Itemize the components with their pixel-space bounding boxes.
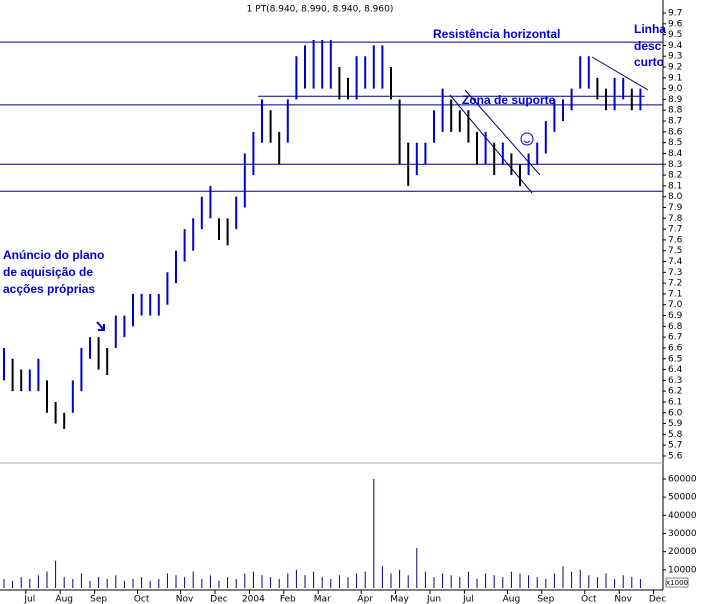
y-tick-label: 9.1 [668,73,682,83]
y-tick-label: 9.3 [668,52,682,62]
y-tick-label: 8.4 [668,149,683,159]
y-tick-label: 6.5 [668,354,682,364]
y-tick-label: 9.0 [668,84,683,94]
annotation: Resistência horizontal [433,27,560,41]
trend-channel [464,89,541,176]
y-tick-label: 8.5 [668,138,682,148]
y-tick-label: 7.6 [668,235,683,245]
chart-title: 1 PT(8.940, 8.990, 8.940, 8.960) [247,5,394,15]
y-tick-label: 9.2 [668,63,682,73]
y-tick-label: 8.6 [668,127,683,137]
y-tick-label: 6.7 [668,333,682,343]
y-tick-label: 8.1 [668,181,682,191]
y-tick-label: 6.4 [668,365,683,375]
annotation: Anúncio do plano [3,248,104,262]
y2-tick-label: 50000 [668,493,697,503]
x-tick-label: Jun [426,595,441,604]
y-tick-label: 8.2 [668,171,682,181]
y-tick-label: 5.6 [668,452,683,462]
y2-tick-label: 10000 [668,565,697,575]
y-tick-label: 6.6 [668,343,683,353]
annotation: acções próprias [3,282,95,296]
y-tick-label: 7.8 [668,214,683,224]
annotation: desc [634,39,662,53]
y-tick-label: 7.2 [668,279,682,289]
y-tick-label: 7.3 [668,268,682,278]
y-tick-label: 5.9 [668,419,683,429]
y-tick-label: 8.9 [668,95,683,105]
y-tick-label: 6.2 [668,387,682,397]
smiley [520,132,534,146]
x-tick-label: Oct [581,595,597,604]
y-tick-label: 8.3 [668,160,682,170]
y-tick-label: 9.6 [668,19,683,29]
annotation: Linha [634,22,666,36]
y2-tick-label: 40000 [668,511,697,521]
y-tick-label: 7.1 [668,289,682,299]
x-tick-label: Sep [90,595,107,604]
y-tick-label: 9.4 [668,41,683,51]
x-tick-label: Oct [134,595,150,604]
x-tick-label: Dec [210,595,227,604]
x-tick-label: Feb [280,595,296,604]
y2-tick-label: 30000 [668,529,697,539]
y-tick-label: 9.7 [668,9,682,19]
y-tick-label: 7.0 [668,300,683,310]
y-tick-label: 8.0 [668,192,683,202]
y-tick-label: 6.0 [668,408,683,418]
y-tick-label: 9.5 [668,30,682,40]
y-tick-label: 7.5 [668,246,682,256]
x-tick-label: Jul [23,595,35,604]
trend-line [591,56,649,91]
y2-tick-label: 20000 [668,547,697,557]
unit-box [665,577,689,588]
y-tick-label: 7.7 [668,225,682,235]
y-tick-label: 6.1 [668,397,682,407]
y-tick-label: 8.7 [668,117,682,127]
y2-tick-label: 60000 [668,475,697,485]
y-tick-label: 6.8 [668,322,683,332]
y2-unit: x1000 [666,579,688,587]
y-tick-label: 5.8 [668,430,683,440]
x-tick-label: Dec [649,595,666,604]
x-tick-label: Sep [537,595,554,604]
x-tick-label: 2004 [242,595,265,604]
y-tick-label: 5.7 [668,441,682,451]
x-tick-label: Aug [55,595,73,604]
smiley [523,140,531,143]
annotation: de aquisição de [3,265,93,279]
x-tick-label: Apr [357,595,373,604]
trend-channel [449,94,533,194]
x-tick-label: Aug [503,595,521,604]
y-tick-label: 8.8 [668,106,683,116]
x-tick-label: Jul [462,595,474,604]
x-tick-label: Mar [314,595,331,604]
y-tick-label: 7.4 [668,257,683,267]
x-tick-label: Nov [614,595,632,604]
x-tick-label: May [390,595,409,604]
y-tick-label: 6.9 [668,311,683,321]
annotation: curto [634,55,664,69]
y-tick-label: 7.9 [668,203,683,213]
y-tick-label: 6.3 [668,376,682,386]
arrow [96,321,105,331]
x-tick-label: Nov [176,595,194,604]
